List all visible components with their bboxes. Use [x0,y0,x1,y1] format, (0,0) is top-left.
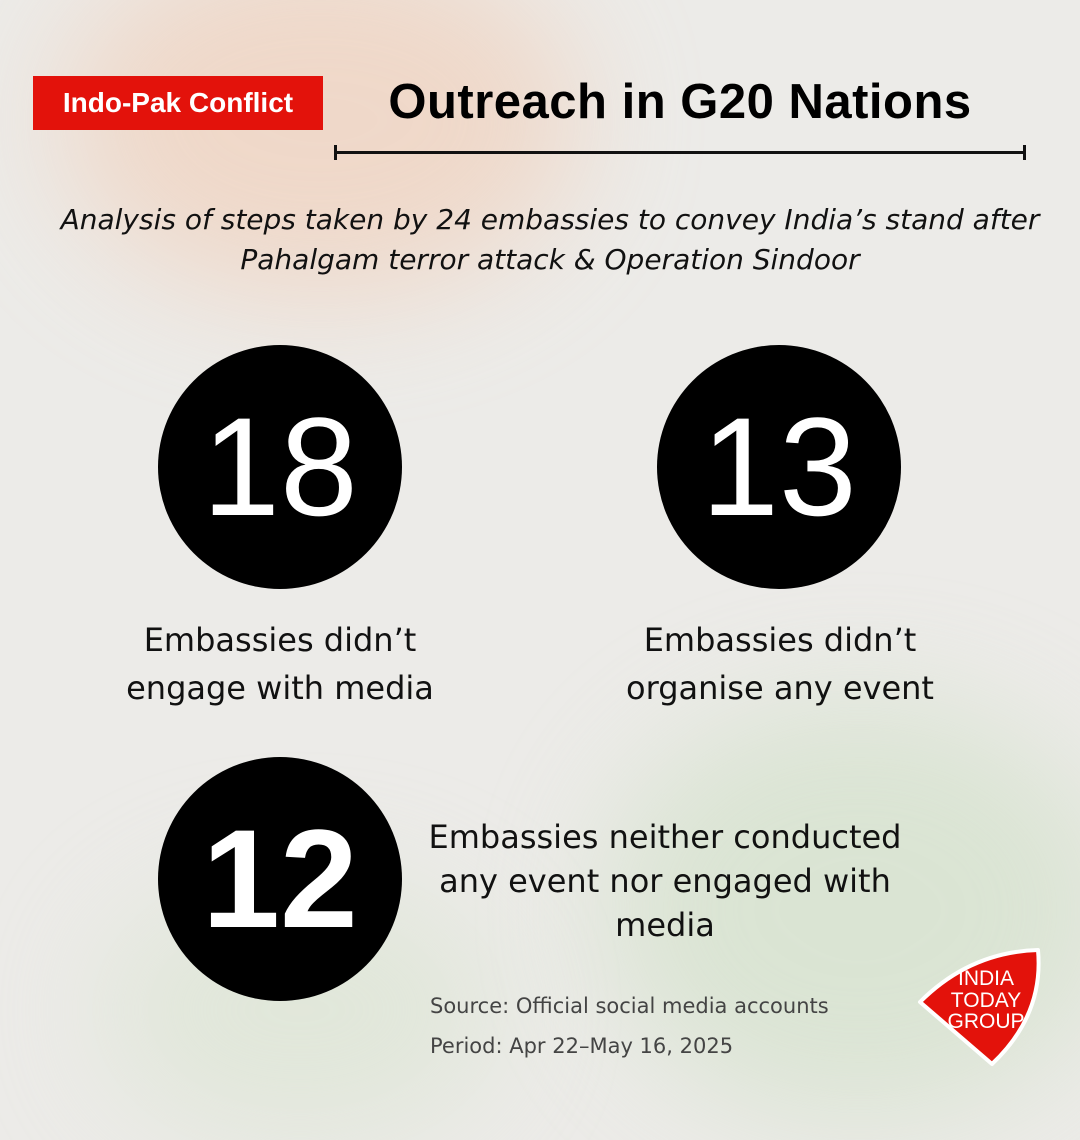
svg-text:GROUP: GROUP [947,1010,1024,1033]
page-title: Outreach in G20 Nations [388,75,972,129]
category-tag: Indo-Pak Conflict [33,76,323,130]
svg-text:INDIA: INDIA [958,967,1014,990]
stat-circle-both: 12 [158,757,402,1001]
title-underline [334,145,1026,160]
stat-value: 12 [202,800,358,957]
stat-label-media: Embassies didn’t engage with media [126,621,434,707]
subtitle: Analysis of steps taken by 24 embassies … [60,203,1040,276]
svg-text:TODAY: TODAY [951,989,1021,1012]
stat-value: 18 [202,388,358,545]
period-note: Period: Apr 22–May 16, 2025 [430,1034,734,1058]
stat-value: 13 [701,388,857,545]
stat-circle-events: 13 [657,345,901,589]
stat-circle-media: 18 [158,345,402,589]
stat-label-both: Embassies neither conducted any event no… [428,818,902,944]
india-today-group-logo: INDIA TODAY GROUP [918,948,1041,1066]
stat-label-events: Embassies didn’t organise any event [626,621,934,707]
source-note: Source: Official social media accounts [430,994,829,1018]
saffron-tint [60,0,580,300]
